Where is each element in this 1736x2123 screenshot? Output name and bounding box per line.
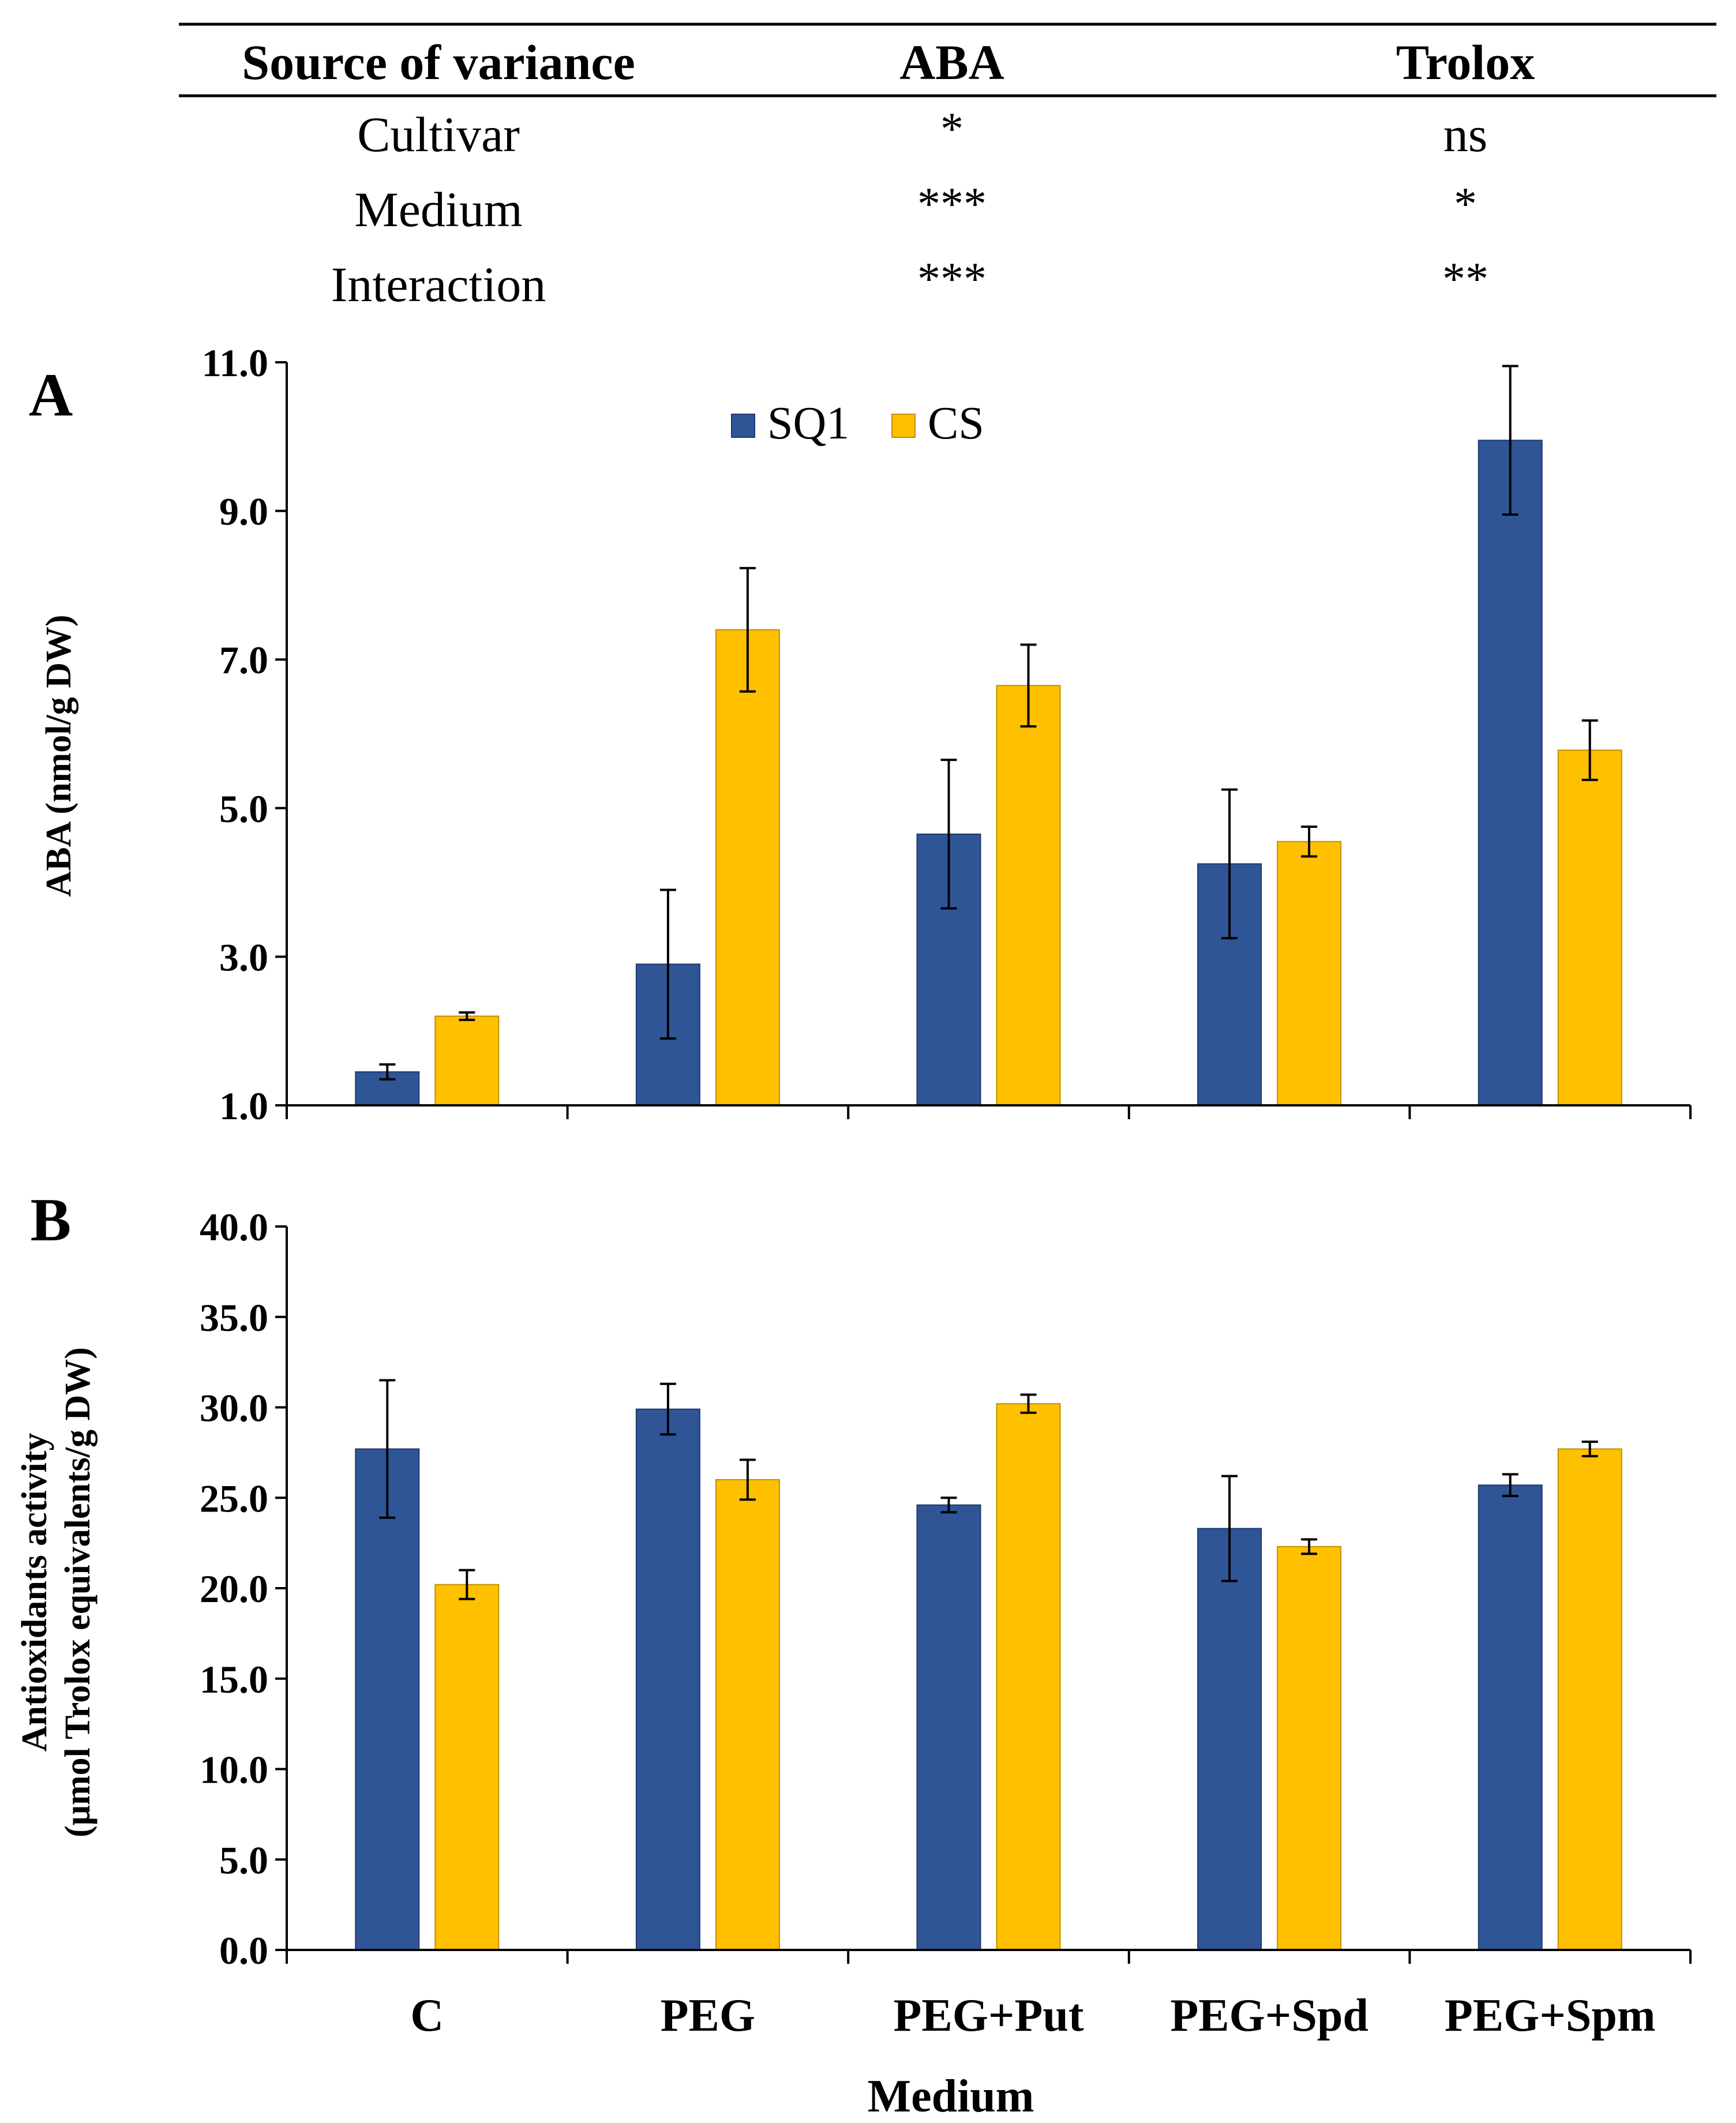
panel-a-y-tick-label: 1.0 (219, 1084, 268, 1128)
legend-swatch-sq1 (731, 414, 755, 438)
panel-a-axes (275, 362, 1692, 1119)
panel-b-x-axis-label: Medium (868, 2071, 1034, 2122)
panel-b-y-tick-label: 5.0 (219, 1838, 268, 1882)
panel-b-bar-sq1 (1478, 1484, 1543, 1951)
panel-a-y-ticks: 1.0 3.0 5.0 7.0 9.0 11.0 (202, 341, 287, 1128)
panel-b-y-tick-label: 30.0 (200, 1386, 268, 1430)
panel-b-category-label: C (410, 1990, 444, 2041)
panel-b-bar-cs (1557, 1448, 1622, 1951)
panel-b-y-tick-label: 10.0 (200, 1748, 268, 1792)
table-header-source: Source of variance (242, 35, 635, 90)
panel-b-category-label: PEG+Spm (1445, 1990, 1656, 2041)
panel-b-bar-sq1 (355, 1448, 420, 1951)
panel-b-bar-sq1 (916, 1504, 981, 1951)
panel-b-y-tick-label: 20.0 (200, 1567, 268, 1611)
table-row-interaction-trolox: ** (1442, 254, 1488, 305)
panel-a-y-tick-label: 7.0 (219, 638, 268, 682)
panel-a-y-axis-label: ABA (nmol/g DW) (39, 614, 78, 897)
table-row-medium-trolox: * (1454, 179, 1477, 230)
panel-a-aba-chart: A 1.0 3.0 5.0 7.0 9.0 11.0 ABA (nmol/g DW) SQ… (29, 341, 1692, 1128)
panel-b-y-tick-label: 25.0 (200, 1476, 268, 1520)
table-row-medium-aba: *** (917, 179, 987, 230)
table-row-interaction-aba: *** (917, 254, 987, 305)
panel-b-category-label: PEG+Spd (1170, 1990, 1368, 2041)
table-row-interaction-source: Interaction (331, 257, 546, 312)
panel-a-y-tick-label: 5.0 (219, 787, 268, 831)
panel-b-y-axis-label-line2: (μmol Trolox equivalents/g DW) (58, 1347, 98, 1837)
panel-a-bar-cs (1557, 749, 1622, 1106)
panel-b-antioxidant-chart: B 0.0 5.0 10.0 15.0 20.0 25.0 30.0 35.0 40.0 C PE… (15, 1186, 1692, 2122)
legend-swatch-cs (891, 414, 916, 438)
panel-b-bar-cs (715, 1479, 780, 1951)
legend-label-sq1: SQ1 (767, 398, 849, 449)
panel-b-axes (275, 1226, 1692, 1964)
panel-a-bar-cs (715, 629, 780, 1106)
panel-a-bar-cs (434, 1015, 500, 1106)
panel-b-bar-sq1 (635, 1408, 700, 1951)
panel-b-label: B (31, 1186, 72, 1254)
panel-a-y-tick-label: 11.0 (202, 341, 268, 385)
panel-b-category-label: PEG (661, 1990, 755, 2041)
panel-b-y-tick-label: 35.0 (200, 1296, 268, 1340)
table-header-trolox: Trolox (1396, 35, 1535, 90)
panel-a-label: A (29, 361, 73, 429)
panel-a-bar-cs (1277, 841, 1342, 1106)
table-row-medium-source: Medium (354, 182, 522, 237)
panel-b-y-tick-label: 0.0 (219, 1929, 268, 1972)
legend-label-cs: CS (928, 398, 984, 449)
table-row-cultivar-aba: * (940, 104, 963, 155)
anova-table: Source of variance ABA Trolox Cultivar *… (179, 22, 1716, 312)
panel-a-legend: SQ1 CS (731, 398, 984, 449)
panel-b-y-ticks: 0.0 5.0 10.0 15.0 20.0 25.0 30.0 35.0 40.0 (200, 1205, 287, 1972)
panel-b-y-axis-label-line1: Antioxidants activity (15, 1433, 54, 1752)
panel-b-bar-cs (1277, 1546, 1342, 1951)
panel-b-bars (355, 1379, 1622, 1951)
table-row-cultivar-source: Cultivar (357, 107, 520, 162)
panel-a-y-tick-label: 9.0 (219, 490, 268, 534)
panel-b-category-labels: C PEG PEG+Put PEG+Spd PEG+Spm (410, 1990, 1655, 2041)
panel-b-y-tick-label: 15.0 (200, 1657, 268, 1701)
panel-a-y-tick-label: 3.0 (219, 935, 268, 979)
table-header-aba: ABA (899, 35, 1004, 90)
table-row-cultivar-trolox: ns (1443, 107, 1487, 162)
panel-a-bar-sq1 (1478, 440, 1543, 1106)
panel-a-bars (355, 365, 1622, 1106)
panel-b-bar-cs (996, 1403, 1061, 1951)
panel-b-bar-cs (434, 1584, 500, 1951)
panel-b-bar-sq1 (1197, 1528, 1262, 1951)
panel-b-y-tick-label: 40.0 (200, 1205, 268, 1249)
panel-a-bar-cs (996, 685, 1061, 1106)
panel-b-category-label: PEG+Put (893, 1990, 1083, 2041)
